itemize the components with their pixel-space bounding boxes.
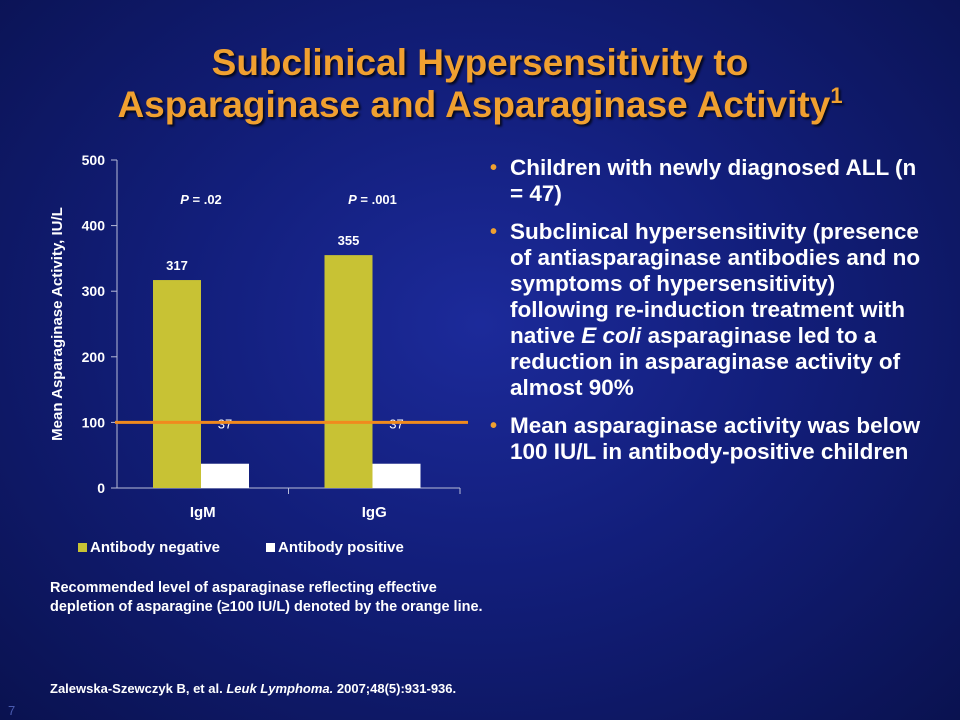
bar-antibody-negative	[153, 280, 201, 488]
citation: Zalewska-Szewczyk B, et al. Leuk Lymphom…	[50, 681, 456, 696]
chart-caption: Recommended level of asparaginase reflec…	[50, 580, 483, 615]
legend-swatch	[78, 543, 87, 552]
bullet-text: asparaginase led to a reduction in aspar…	[510, 323, 901, 400]
title-superscript: 1	[830, 83, 843, 108]
bar-value-label: 355	[338, 233, 360, 248]
y-tick-label: 300	[82, 283, 106, 299]
bullet-text: Children with newly diagnosed ALL (n = 4…	[510, 155, 917, 206]
slide-title: Subclinical Hypersensitivity to Asparagi…	[0, 42, 960, 126]
bullet-dot-icon: •	[490, 221, 498, 243]
y-tick-label: 200	[82, 349, 106, 365]
bar-value-label: 37	[389, 417, 403, 432]
slide-number: 7	[8, 703, 16, 718]
bullet-text: Subclinical hypersensitivity (presence o…	[510, 219, 921, 348]
bullet-item: • Subclinical hypersensitivity (presence …	[490, 219, 930, 401]
bullet-dot-icon: •	[490, 415, 498, 437]
title-line-2: Asparaginase and Asparaginase Activity	[117, 84, 831, 125]
y-axis-label: Mean Asparaginase Activity, IU/L	[49, 207, 66, 441]
bar-chart: 0 100 200 300 400 500 Mean Asparaginase Activi…	[49, 152, 468, 556]
citation-details: 2007;48(5):931-936.	[336, 681, 457, 696]
legend-swatch	[266, 543, 275, 552]
legend-label: Antibody positive	[278, 539, 404, 556]
bar-antibody-negative	[324, 255, 373, 488]
x-tick-label: IgM	[190, 504, 216, 521]
bullet-text: Mean asparaginase activity was below 100…	[510, 413, 921, 464]
y-tick-label: 500	[82, 152, 106, 168]
title-line-1: Subclinical Hypersensitivity to	[211, 42, 749, 83]
bar-antibody-positive	[372, 463, 421, 488]
bullet-dot-icon: •	[490, 157, 498, 179]
bullet-item: • Children with newly diagnosed ALL (n = …	[490, 155, 930, 207]
y-tick-label: 0	[97, 480, 105, 496]
bar-value-label: 317	[166, 258, 188, 273]
bar-value-label: 37	[218, 417, 232, 432]
bullet-text: E coli	[581, 323, 642, 348]
citation-journal: Leuk Lymphoma.	[226, 681, 334, 696]
y-tick-label: 400	[82, 218, 106, 234]
bar-antibody-positive	[201, 463, 249, 488]
bullet-item: • Mean asparaginase activity was below 10…	[490, 413, 930, 465]
y-tick-label: 100	[82, 414, 106, 430]
x-tick-label: IgG	[362, 504, 387, 521]
p-value-label: P = .02	[180, 192, 222, 207]
bullet-list: • Children with newly diagnosed ALL (n = …	[490, 155, 930, 477]
p-value-label: P = .001	[348, 192, 397, 207]
citation-authors: Zalewska-Szewczyk B, et al.	[50, 681, 223, 696]
legend-label: Antibody negative	[90, 539, 220, 556]
